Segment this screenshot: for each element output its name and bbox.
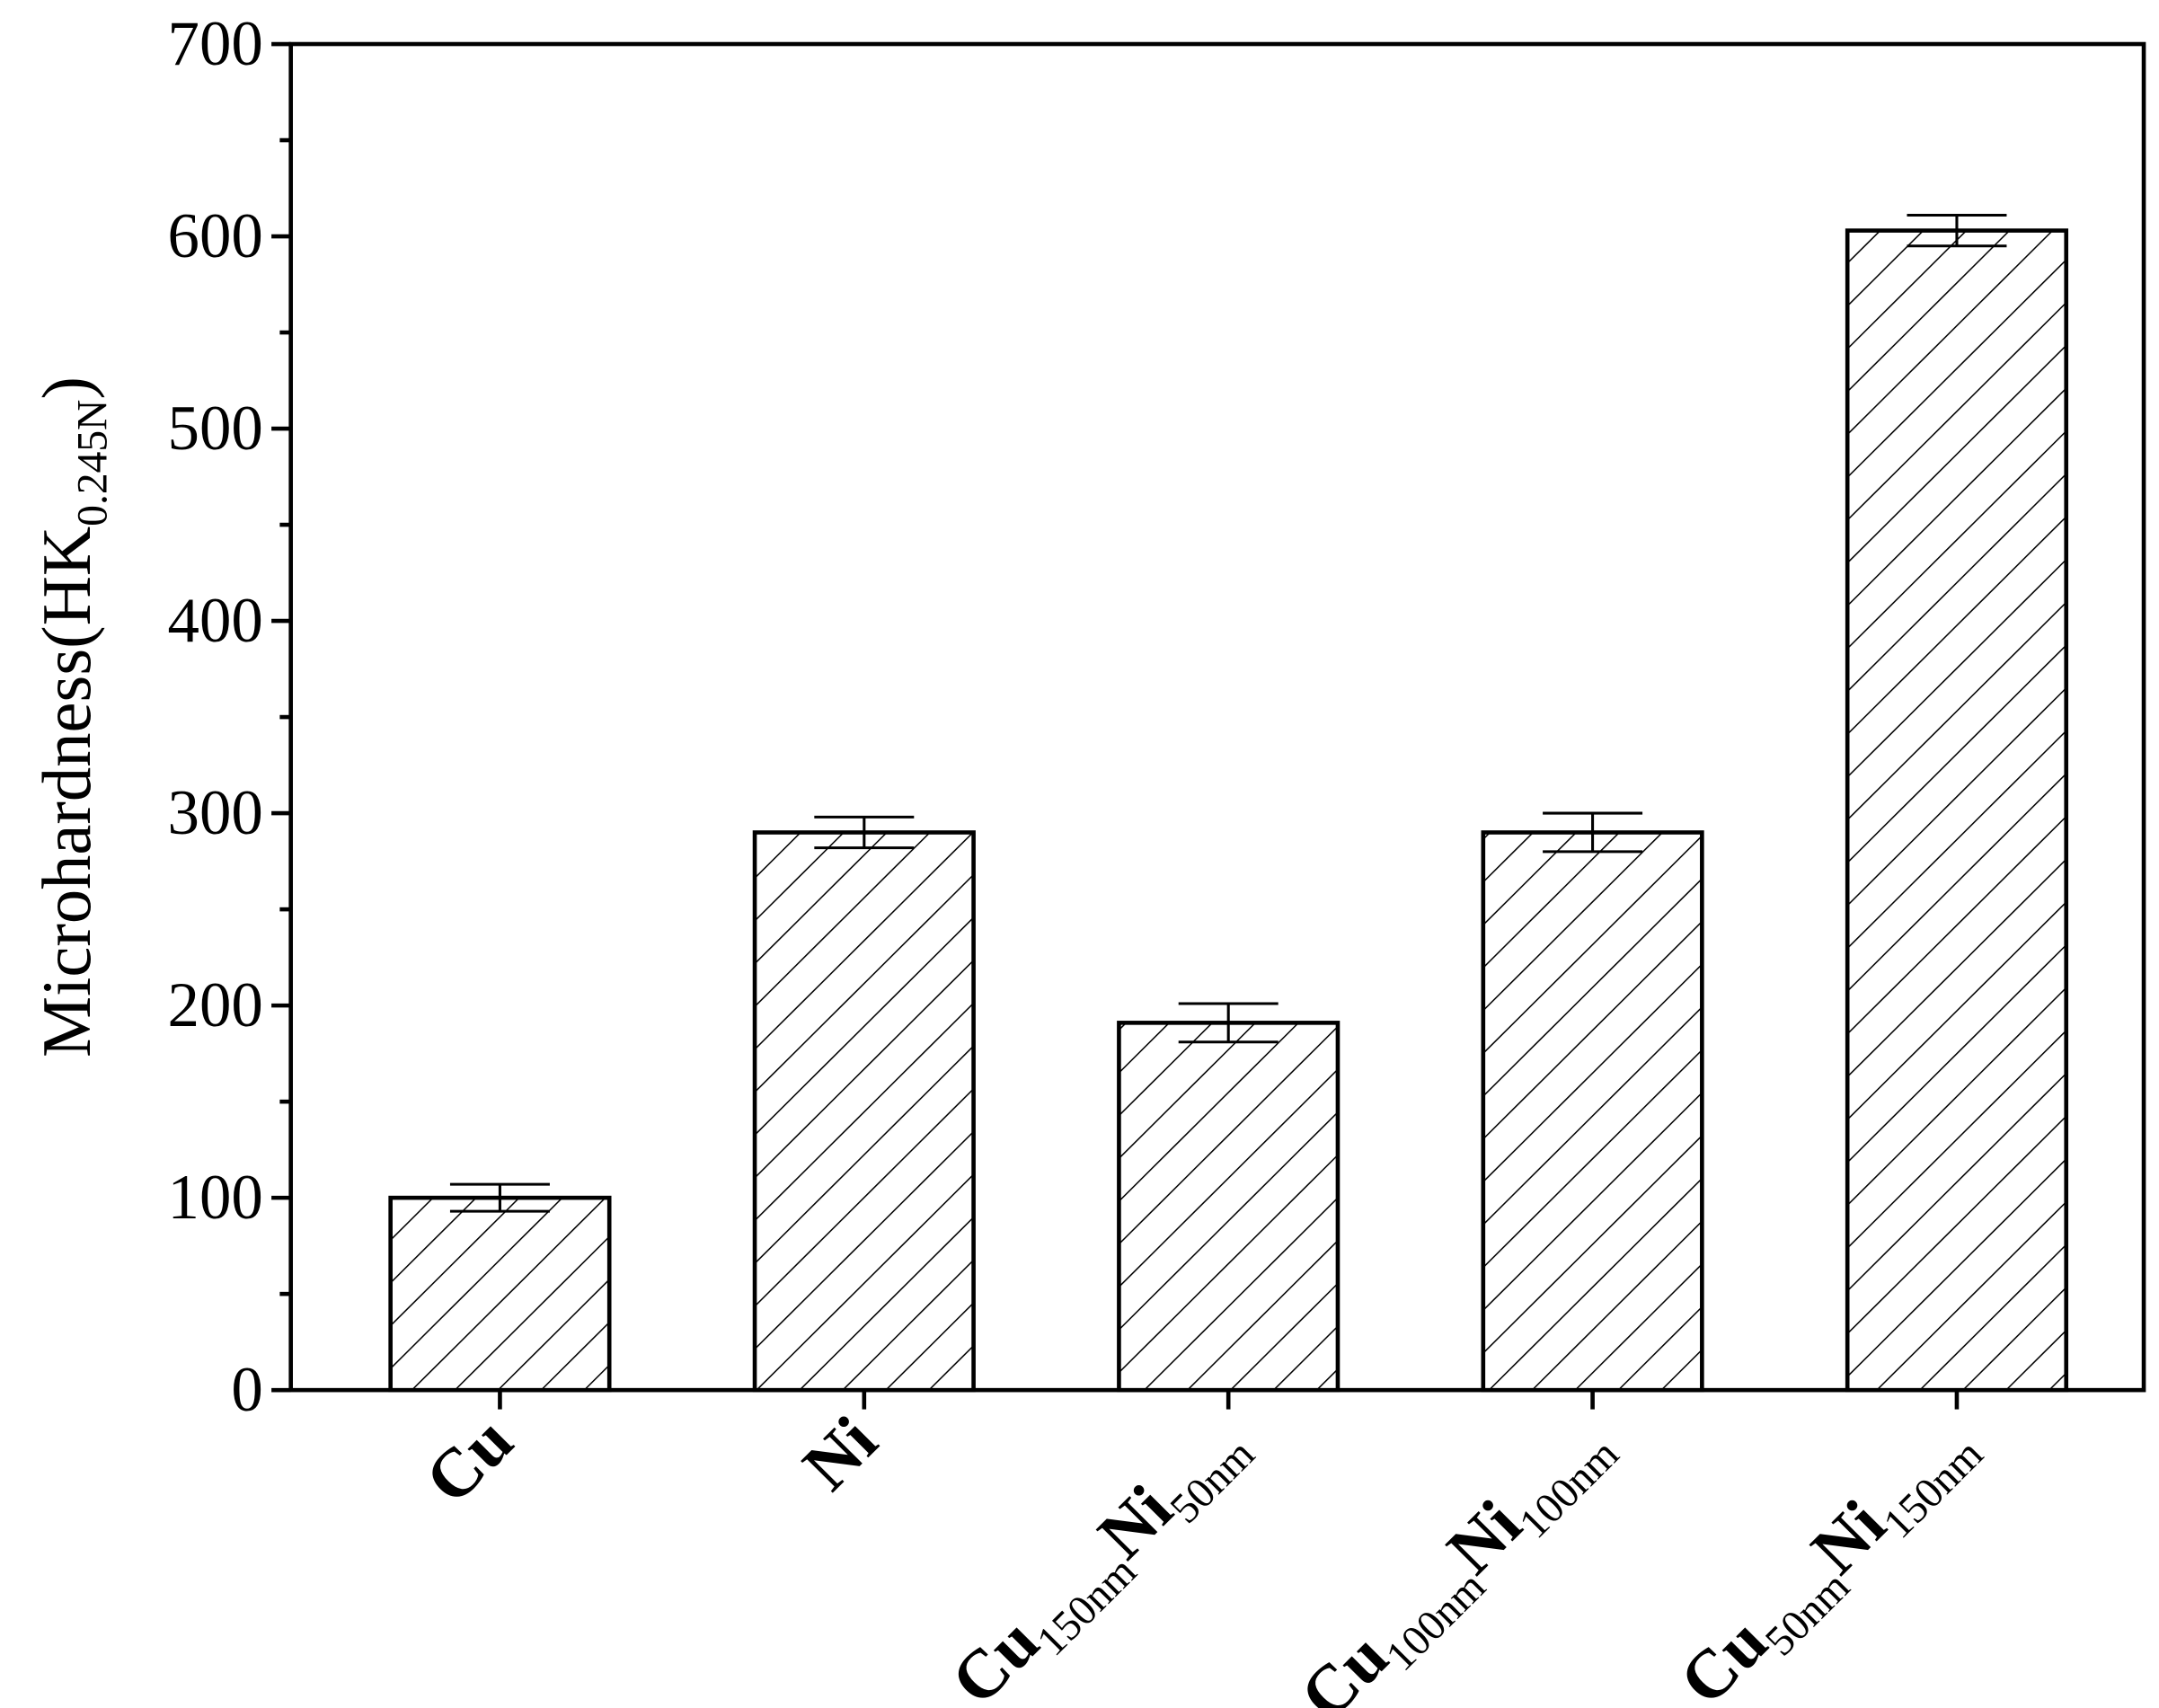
- bar: [1845, 228, 2069, 1393]
- y-tick-label: 400: [168, 586, 263, 656]
- x-tick-label: Cu150nmNi50nm: [937, 1402, 1264, 1708]
- x-tick-label: Cu: [411, 1402, 527, 1518]
- bar: [752, 830, 976, 1393]
- bar: [1117, 1021, 1341, 1393]
- bar: [388, 1195, 612, 1393]
- x-tick-label: Cu100nmNi100nm: [1286, 1402, 1628, 1708]
- y-tick-label: 600: [168, 201, 263, 271]
- y-tick-label: 500: [168, 394, 263, 464]
- y-tick-label: 300: [168, 778, 263, 848]
- bar: [1481, 830, 1704, 1393]
- x-tick-label: Ni: [789, 1402, 892, 1504]
- y-axis-label: Microhardness(HK0.245N): [29, 376, 117, 1058]
- y-tick-label: 700: [168, 9, 263, 79]
- y-tick-label: 100: [168, 1163, 263, 1233]
- y-tick-label: 200: [168, 970, 263, 1040]
- y-tick-label: 0: [231, 1355, 262, 1425]
- x-tick-label: Cu50nmNi150nm: [1665, 1402, 1992, 1708]
